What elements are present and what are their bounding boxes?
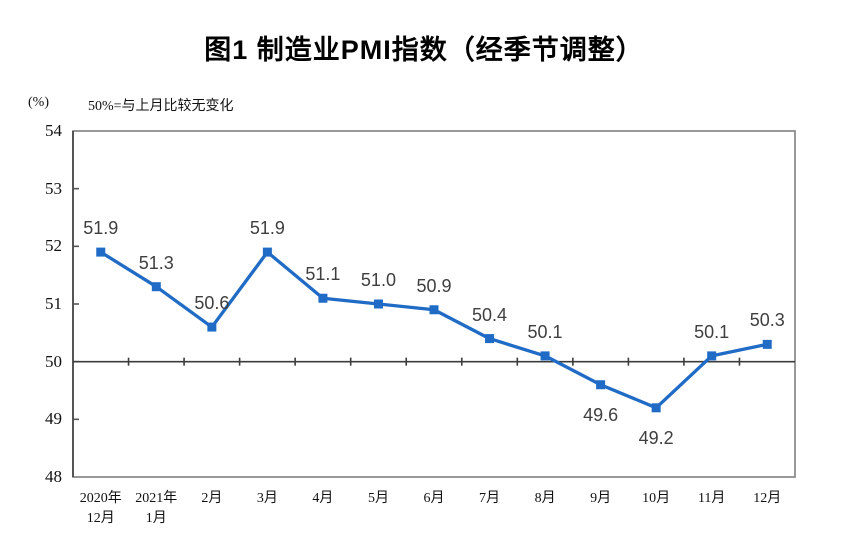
data-point-label: 50.4: [472, 304, 508, 325]
data-point-label: 51.9: [83, 218, 119, 239]
data-point-marker: [651, 403, 661, 413]
x-axis-label: 6月: [423, 491, 445, 506]
y-tick-label: 52: [45, 236, 62, 256]
x-axis-label: 12月: [753, 491, 782, 506]
y-tick-label: 51: [45, 294, 62, 313]
data-point-label: 50.9: [416, 275, 452, 296]
chart-title: 图1 制造业PMI指数（经季节调整）: [204, 35, 644, 65]
reference-line-note: 50%=与上月比较无变化: [88, 99, 234, 114]
data-point-label: 49.2: [638, 427, 674, 448]
y-tick-label: 54: [45, 121, 62, 140]
data-point-label: 51.3: [138, 252, 174, 273]
x-axis-label: 4月: [312, 491, 334, 506]
x-axis-label: 9月: [590, 491, 612, 506]
x-axis-label: 11月: [697, 491, 726, 506]
data-point-label: 51.1: [305, 264, 341, 285]
y-axis-unit-label: (%): [28, 95, 49, 110]
data-point-label: 50.6: [194, 293, 230, 314]
data-point-label: 51.9: [249, 218, 285, 239]
x-axis-label: 7月: [479, 491, 501, 506]
data-point-label: 50.3: [749, 310, 785, 331]
x-axis-label: 3月: [256, 491, 278, 506]
data-point-marker: [373, 299, 383, 309]
data-point-marker: [707, 351, 717, 361]
data-point-marker: [318, 293, 328, 303]
data-point-marker: [207, 322, 217, 332]
data-point-label: 51.0: [360, 270, 396, 290]
x-axis-label: 10月: [642, 491, 671, 506]
x-axis-label: 2021年 1月: [135, 491, 178, 527]
y-tick-label: 53: [45, 178, 62, 198]
data-point-marker: [596, 380, 606, 390]
y-tick-label: 48: [45, 467, 62, 486]
x-axis-label: 8月: [534, 491, 556, 506]
data-point-label: 50.1: [694, 321, 730, 342]
x-axis-label: 2020年 12月: [79, 491, 122, 527]
x-axis-label: 2月: [201, 491, 223, 506]
data-point-marker: [762, 339, 772, 349]
x-axis-label: 5月: [367, 491, 389, 506]
data-point-marker: [151, 282, 161, 292]
data-point-marker: [96, 247, 106, 257]
data-point-marker: [485, 334, 495, 344]
data-point-label: 50.1: [527, 321, 563, 342]
data-point-marker: [262, 247, 272, 257]
data-point-marker: [429, 305, 439, 315]
y-tick-label: 49: [45, 409, 62, 429]
y-tick-label: 50: [45, 351, 62, 371]
data-point-label: 49.6: [583, 404, 619, 425]
data-point-marker: [540, 351, 550, 361]
